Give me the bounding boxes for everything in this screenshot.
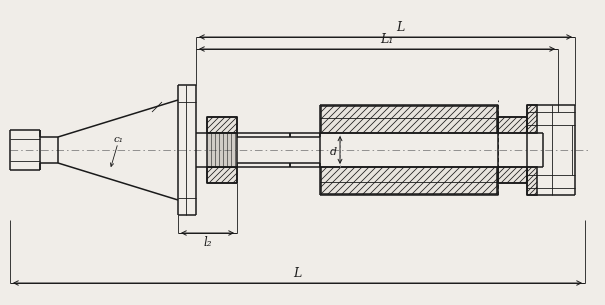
Text: l₂: l₂: [203, 236, 212, 249]
Text: d: d: [330, 147, 337, 157]
Bar: [207, 133, 237, 167]
Bar: [498, 117, 527, 133]
Bar: [207, 167, 237, 183]
Bar: [321, 167, 497, 194]
Bar: [498, 167, 527, 183]
Text: L: L: [396, 21, 405, 34]
Text: L₁: L₁: [381, 33, 394, 46]
Bar: [207, 117, 237, 133]
Text: c₁: c₁: [113, 135, 123, 145]
Bar: [527, 167, 537, 195]
Bar: [321, 106, 497, 133]
Bar: [527, 105, 537, 133]
Text: L: L: [293, 267, 302, 280]
